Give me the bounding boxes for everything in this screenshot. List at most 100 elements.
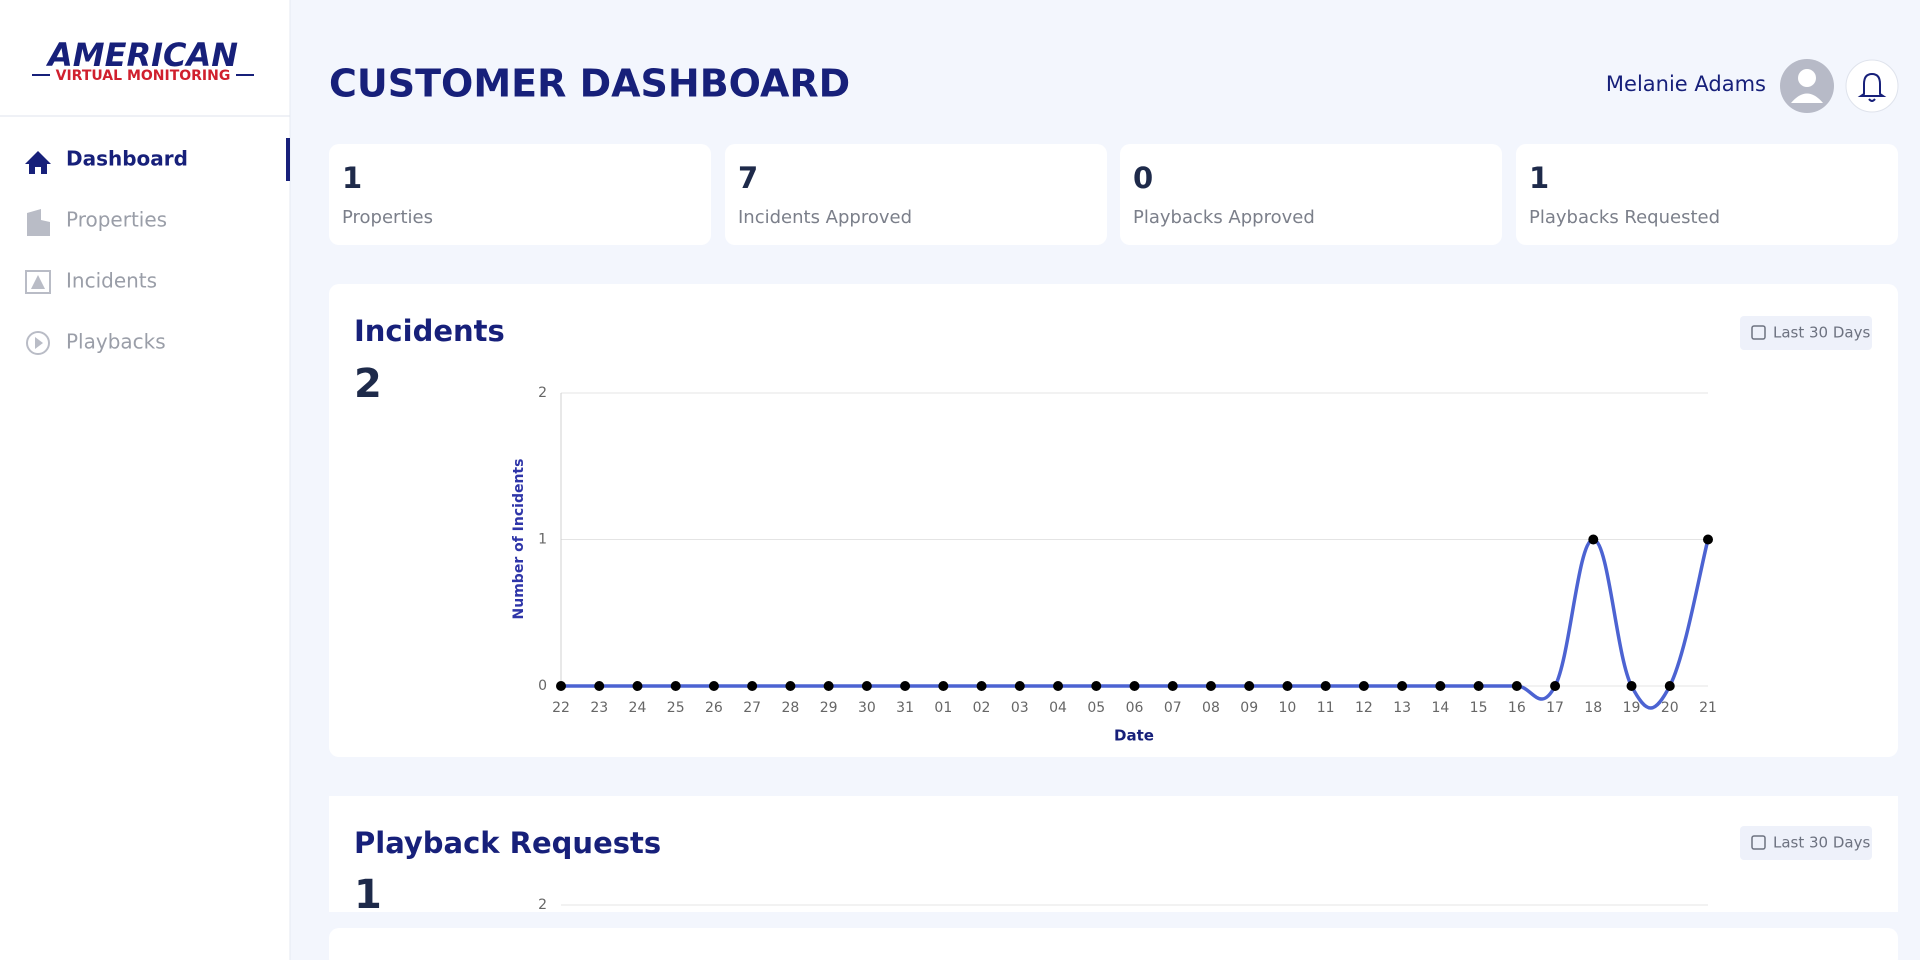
x-tick-label: 12 [1355,700,1373,716]
logo-top: AMERICAN [45,36,238,74]
x-tick-label: 24 [629,700,647,716]
x-tick-label: 31 [896,700,914,716]
stat-label: Playbacks Requested [1529,207,1720,228]
point [1588,534,1599,545]
x-tick-label: 30 [858,700,876,716]
point [670,681,681,691]
x-tick-label: 05 [1087,700,1105,716]
date-range-button[interactable] [1740,826,1872,860]
playbacks-chart: 2 [538,897,1708,913]
x-tick-label: 11 [1317,700,1335,716]
stat-label: Incidents Approved [738,207,912,228]
nav-item[interactable]: Properties [66,208,167,232]
building-icon [27,209,50,236]
x-tick-label: 27 [743,700,761,716]
date-range-label: Last 30 Days [1773,324,1870,342]
y-tick-label: 1 [538,532,547,548]
point [1550,681,1561,691]
point [861,681,872,691]
stat-card [1120,144,1502,245]
y-tick-label: 0 [538,678,547,694]
calendar-icon [1751,325,1766,340]
notification-button[interactable] [1845,59,1899,113]
y-axis-label: Number of Incidents [511,459,527,620]
stat-value: 0 [1133,161,1153,195]
x-tick-label: 21 [1699,700,1717,716]
stat-label: Properties [342,207,433,228]
active-indicator [286,138,290,181]
stat-label: Playbacks Approved [1133,207,1315,228]
stat-value: 7 [738,161,758,195]
point [1053,681,1064,691]
play-icon [35,337,43,349]
avatar-body [1791,93,1823,103]
x-tick-label: 18 [1584,700,1602,716]
nav-item[interactable]: Incidents [66,269,157,293]
point [938,681,949,691]
point [1358,681,1369,691]
panel-count: 1 [354,872,382,918]
point [1129,681,1140,691]
logo-bottom: VIRTUAL MONITORING [56,68,231,84]
point [594,681,605,691]
point [1167,681,1178,691]
point [747,681,758,691]
point [900,681,911,691]
date-range-button[interactable] [1740,316,1872,350]
point [1091,681,1102,691]
x-tick-label: 20 [1661,700,1679,716]
x-tick-label: 22 [552,700,570,716]
next-panel [329,928,1898,960]
nav-item[interactable]: Dashboard [66,147,188,171]
point [1320,681,1331,691]
x-tick-label: 25 [667,700,685,716]
sidebar [0,0,290,960]
panel-count: 2 [354,361,382,407]
x-tick-label: 28 [781,700,799,716]
x-tick-label: 29 [820,700,838,716]
point [785,681,796,691]
x-tick-label: 04 [1049,700,1067,716]
x-tick-label: 16 [1508,700,1526,716]
home-icon [25,151,51,174]
point [1205,681,1216,691]
x-tick-label: 23 [590,700,608,716]
point [1282,681,1293,691]
warning-icon [31,275,45,289]
x-tick-label: 13 [1393,700,1411,716]
stat-card [725,144,1107,245]
point [1511,681,1522,691]
x-tick-label: 07 [1164,700,1182,716]
stat-value: 1 [342,161,362,195]
stat-card [329,144,711,245]
x-tick-label: 02 [973,700,991,716]
panel-title: Incidents [354,314,505,348]
playbacks-panel [329,796,1898,912]
point [976,681,987,691]
point [1664,681,1675,691]
point [632,681,643,691]
point [1473,681,1484,691]
point [1435,681,1446,691]
point [1626,681,1637,691]
point [1397,681,1408,691]
x-tick-label: 15 [1470,700,1488,716]
x-tick-label: 17 [1546,700,1564,716]
playback-icon [26,331,50,355]
x-tick-label: 08 [1202,700,1220,716]
point [556,681,566,691]
y-tick-label: 2 [538,385,547,401]
point [1703,534,1713,545]
nav-item[interactable]: Playbacks [66,330,166,354]
x-tick-label: 06 [1126,700,1144,716]
bell-icon [1857,72,1887,102]
panel-title: Playback Requests [354,826,661,860]
user-name[interactable]: Melanie Adams [1606,72,1766,96]
stats: 1 Properties 7 Incidents Approved 0 Playbacks… [329,144,1898,245]
x-tick-label: 19 [1623,700,1641,716]
point [1014,681,1025,691]
x-tick-label: 09 [1240,700,1258,716]
x-tick-label: 01 [934,700,952,716]
